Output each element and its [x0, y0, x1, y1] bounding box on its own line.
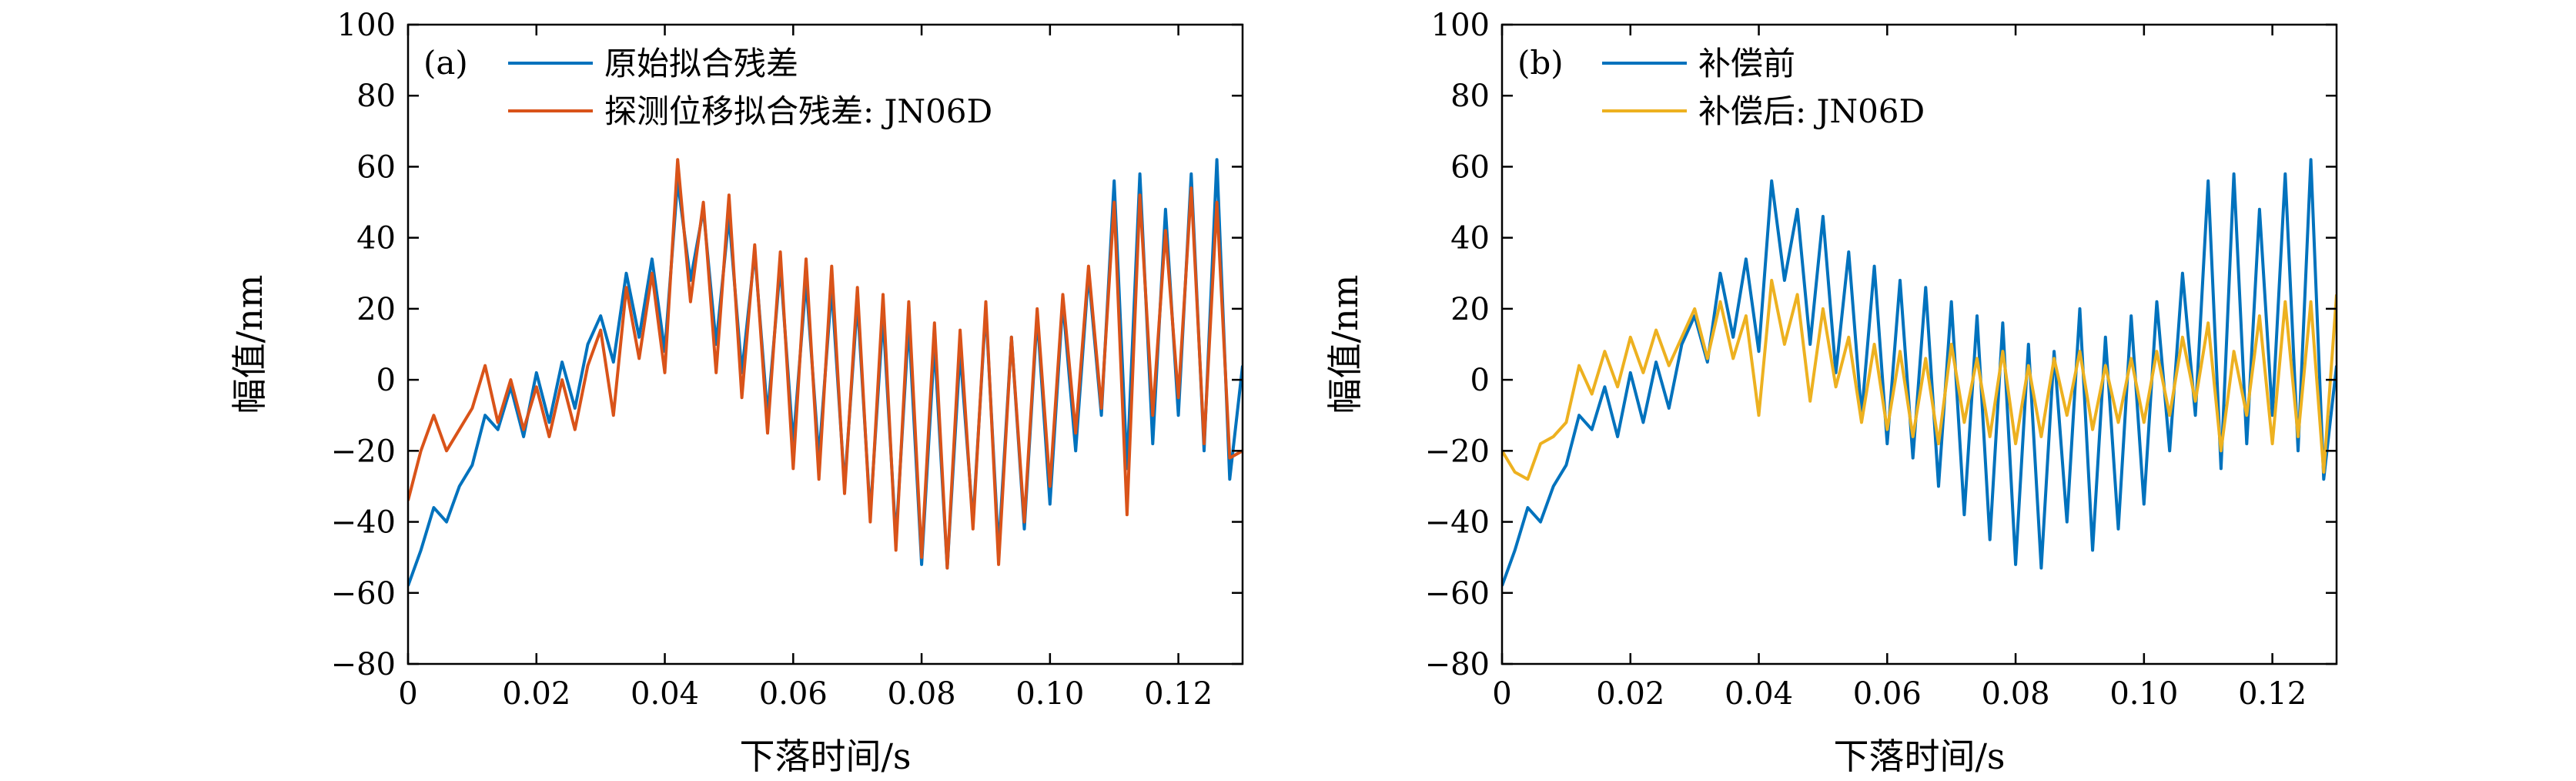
panel-label: (a)	[423, 44, 468, 82]
y-tick-label: 100	[1431, 8, 1490, 43]
chart-panel-b: 0 0.02 0.04 0.06 0.08 0.10 0.12 −80 −60 −40 −20 0 20…	[1324, 8, 2338, 777]
y-tick-label: −60	[331, 576, 396, 612]
chart-panel-a: 0 0.02 0.04 0.06 0.08 0.10 0.12 −80 −60 −40 −20 0 20…	[229, 8, 1244, 777]
x-tick-label: 0	[1492, 676, 1511, 712]
x-tick-label: 0.08	[888, 676, 956, 712]
y-tick-label: −80	[331, 647, 396, 682]
x-tick-label: 0.12	[1144, 676, 1213, 712]
x-tick-label: 0.10	[2109, 676, 2178, 712]
y-tick-label: −40	[331, 505, 396, 541]
x-tick-label: 0.02	[502, 676, 570, 712]
x-tick-label: 0.04	[1725, 676, 1793, 712]
x-tick-label: 0.06	[759, 676, 828, 712]
y-axis-label: 幅值/nm	[229, 275, 270, 414]
x-axis-label: 下落时间/s	[739, 736, 911, 777]
series-line-1	[1502, 158, 2337, 587]
y-tick-label: 0	[376, 363, 396, 398]
y-tick-label: 80	[356, 79, 396, 114]
y-tick-label: 40	[356, 221, 396, 256]
y-tick-label: −20	[1425, 434, 1490, 469]
legend-label-2: 探测位移拟合残差: JN06D	[604, 92, 992, 130]
y-tick-label: 40	[1450, 221, 1490, 256]
x-axis-label: 下落时间/s	[1833, 736, 2005, 777]
y-tick-label: 20	[1450, 292, 1490, 327]
x-tick-label: 0.08	[1982, 676, 2050, 712]
legend-label-2: 补偿后: JN06D	[1698, 92, 1925, 130]
x-tick-label: 0.04	[631, 676, 699, 712]
y-axis-label: 幅值/nm	[1324, 275, 1366, 414]
axes-frame	[406, 23, 1244, 665]
y-tick-label: −60	[1425, 576, 1490, 612]
panel-label: (b)	[1517, 44, 1564, 82]
y-tick-label: −80	[1425, 647, 1490, 682]
y-tick-label: 60	[356, 149, 396, 185]
series-line-2	[408, 158, 1243, 570]
series-line-2	[1502, 279, 2337, 481]
y-tick-label: 100	[337, 8, 396, 43]
plot-area	[408, 158, 1243, 587]
y-tick-label: −40	[1425, 505, 1490, 541]
y-tick-label: 60	[1450, 149, 1490, 185]
x-tick-label: 0.12	[2238, 676, 2307, 712]
y-tick-label: −20	[331, 434, 396, 469]
plot-area	[1502, 158, 2337, 587]
y-tick-label: 80	[1450, 79, 1490, 114]
legend-label-1: 原始拟合残差	[604, 45, 798, 82]
x-tick-label: 0.06	[1853, 676, 1922, 712]
axes-frame	[1500, 23, 2338, 665]
y-tick-label: 0	[1470, 363, 1490, 398]
x-tick-label: 0.02	[1596, 676, 1664, 712]
x-tick-label: 0	[398, 676, 417, 712]
y-tick-label: 20	[356, 292, 396, 327]
legend-label-1: 补偿前	[1698, 45, 1795, 82]
x-tick-label: 0.10	[1015, 676, 1084, 712]
